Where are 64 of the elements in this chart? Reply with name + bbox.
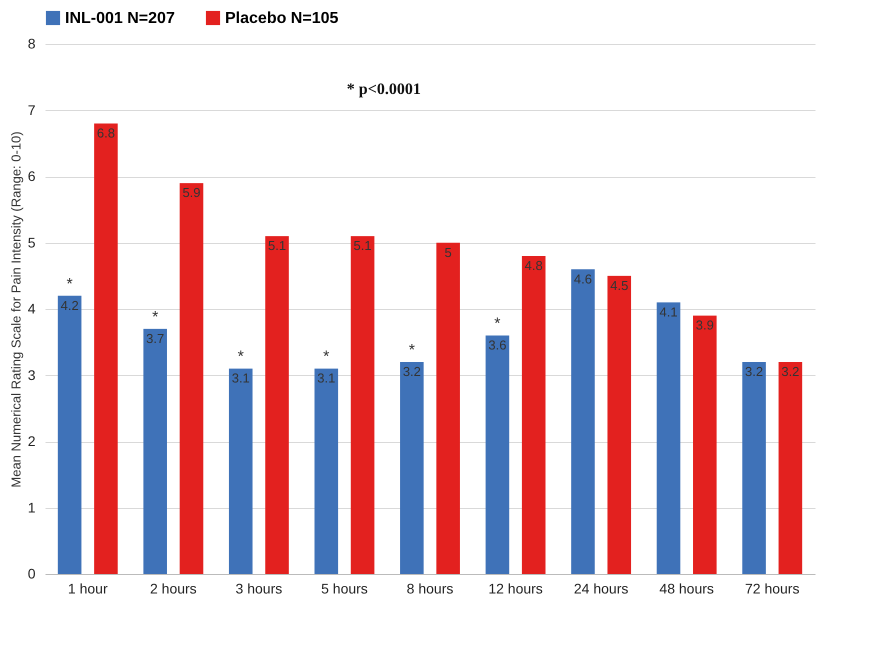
bar	[607, 276, 632, 574]
legend-label: INL-001 N=207	[65, 10, 175, 27]
bar	[693, 316, 717, 574]
bar	[778, 362, 802, 574]
bar	[486, 336, 510, 574]
data-label: 3.2	[745, 364, 764, 379]
y-tick-label: 2	[28, 433, 36, 449]
bar	[742, 362, 766, 574]
bar	[522, 256, 546, 574]
bar	[94, 124, 118, 574]
data-label: 4.5	[610, 278, 628, 293]
bar	[143, 328, 167, 574]
y-tick-label: 0	[28, 566, 36, 582]
data-label: 6.8	[96, 126, 115, 140]
x-tick-label: 1 hour	[68, 580, 108, 596]
data-label: 3.6	[488, 338, 506, 352]
data-label: 4.8	[524, 258, 543, 273]
bar	[314, 368, 338, 574]
x-tick-label: 3 hours	[236, 580, 282, 596]
x-tick-label: 2 hours	[150, 580, 197, 596]
y-tick-label: 3	[28, 366, 36, 383]
data-label: 3.1	[232, 370, 250, 386]
bar	[436, 242, 460, 574]
legend-label: Placebo N=105	[225, 10, 338, 27]
data-label: 3.2	[781, 364, 800, 379]
data-label: 5	[444, 244, 452, 260]
x-tick-label: 72 hours	[744, 580, 800, 596]
data-label: 5.1	[268, 238, 286, 254]
data-label: 3.9	[696, 318, 714, 333]
annotation: *	[152, 308, 158, 326]
y-tick-label: 5	[28, 234, 36, 250]
y-axis-title: Mean Numerical Rating Scale for Pain Intensity (Range: 0-10)	[8, 131, 24, 488]
annotation: *	[408, 342, 415, 359]
y-tick-label: 1	[28, 499, 36, 516]
bar	[350, 236, 374, 574]
bar	[228, 368, 253, 574]
annotation: * p<0.0001	[346, 81, 421, 98]
data-label: 4.1	[659, 304, 678, 320]
x-tick-label: 5 hours	[321, 580, 368, 596]
data-label: 5.1	[354, 238, 372, 254]
annotation: *	[66, 276, 73, 293]
bar	[180, 183, 204, 574]
data-label: 3.7	[146, 330, 164, 346]
y-tick-label: 7	[28, 102, 36, 118]
annotation: *	[238, 348, 244, 366]
data-label: 3.2	[402, 364, 421, 379]
bar	[400, 362, 424, 574]
data-label: 3.1	[317, 370, 336, 386]
annotation: *	[323, 348, 330, 366]
bar	[656, 302, 680, 574]
y-tick-label: 4	[28, 300, 36, 316]
bar	[265, 236, 289, 574]
annotation: *	[494, 316, 501, 332]
data-label: 4.2	[60, 298, 79, 313]
bar	[571, 269, 595, 574]
x-tick-label: 8 hours	[406, 580, 454, 596]
x-tick-label: 24 hours	[574, 580, 628, 596]
data-label: 5.9	[182, 185, 201, 200]
y-tick-label: 6	[28, 168, 36, 184]
y-tick-label: 8	[28, 36, 36, 52]
bar	[58, 296, 82, 574]
x-tick-label: 12 hours	[488, 580, 543, 596]
data-label: 4.6	[574, 271, 592, 286]
x-tick-label: 48 hours	[659, 580, 714, 596]
